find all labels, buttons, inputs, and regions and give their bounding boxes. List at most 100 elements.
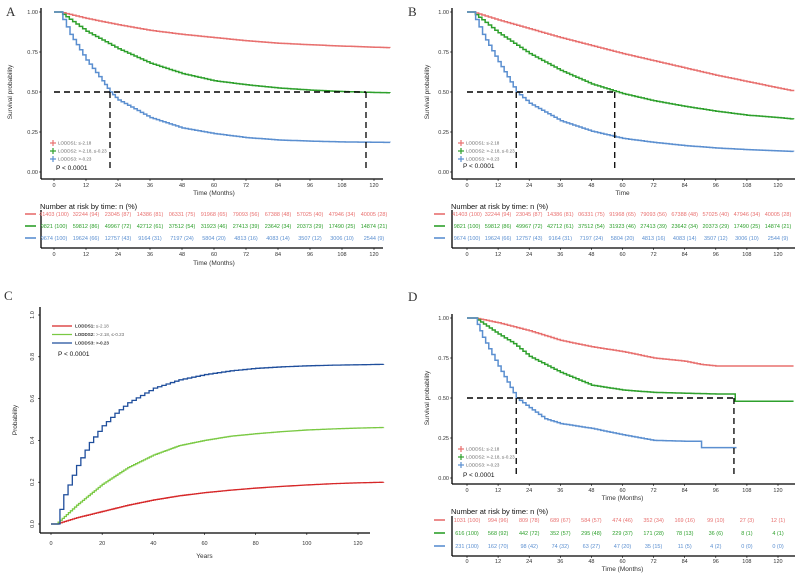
panel-d-risk-cell: 568 (92) <box>488 531 509 537</box>
panel-d-ytick-label: 0.50 <box>438 396 449 402</box>
panel-a-legend-label: LODDS3: >-0.23 <box>58 157 92 162</box>
panel-c-ytick-label: 0.0 <box>30 520 36 528</box>
panel-b-xtick-label: 96 <box>713 183 719 189</box>
panel-d-risk-cell: 0 (0) <box>772 544 783 550</box>
panel-d-xtick-label: 72 <box>651 488 657 494</box>
panel-b-risk-cell: 3006 (10) <box>735 236 759 242</box>
panel-c-series-lodds1 <box>51 481 385 525</box>
panel-a-legend-label: LODDS2: >-2.18, ≤-0.23 <box>58 149 107 154</box>
panel-c-letter: C <box>4 288 13 303</box>
panel-c-xtick-label: 100 <box>302 541 311 547</box>
panel-c-xtick-label: 40 <box>150 541 156 547</box>
panel-a-risk-cell: 27413 (39) <box>233 224 260 230</box>
panel-d-risk-xtick-label: 24 <box>526 559 532 565</box>
panel-b-xtick-label: 12 <box>495 183 501 189</box>
panel-b-risk-cell: 19624 (66) <box>485 236 512 242</box>
panel-a-risk-cell: 4083 (14) <box>266 236 290 242</box>
panel-d-risk-xtick-label: 96 <box>713 559 719 565</box>
panel-a-ytick-label: 0.25 <box>27 130 38 136</box>
panel-a-risk-cell: 3006 (10) <box>330 236 354 242</box>
panel-a-ytick-label: 0.50 <box>27 90 38 96</box>
panel-d-xtick-label: 60 <box>619 488 625 494</box>
panel-b-letter: B <box>408 4 417 19</box>
panel-c-ytick-label: 0.4 <box>30 437 36 445</box>
panel-a-pvalue: P < 0.0001 <box>56 165 88 172</box>
panel-c-xtick-label: 120 <box>353 541 362 547</box>
panel-d-risk-xtick-label: 84 <box>682 559 688 565</box>
panel-d-series-lodds2 <box>467 317 794 402</box>
panel-a-risk-cell: 59812 (86) <box>73 224 100 230</box>
panel-b-xtick-label: 36 <box>557 183 563 189</box>
panel-b-risk-xtick-label: 0 <box>465 252 468 258</box>
panel-b-risk-cell: 31923 (46) <box>609 224 636 230</box>
panel-a-risk-xtick-label: 0 <box>52 252 55 258</box>
panel-d-risk-xtick-label: 72 <box>651 559 657 565</box>
panel-c-xtick-label: 80 <box>253 541 259 547</box>
panel-a-ytick-label: 1.00 <box>27 10 38 16</box>
panel-c-x-axis-label: Years <box>196 553 213 560</box>
panel-d-risk-cell: 295 (48) <box>581 531 602 537</box>
panel-c-legend-label-range: ≤-2.18 <box>95 324 109 329</box>
panel-a-risk-cell: 9164 (31) <box>138 236 162 242</box>
panel-b-risk-cell: 7197 (24) <box>580 236 604 242</box>
panel-a-risk-cell: 40005 (28) <box>361 212 388 218</box>
panel-b-risk-xtick-label: 84 <box>682 252 688 258</box>
panel-b-risk-xtick-label: 60 <box>619 252 625 258</box>
panel-a-risk-xtick-label: 48 <box>179 252 185 258</box>
panel-d-ytick-label: 0.00 <box>438 476 449 482</box>
panel-b-xtick-label: 84 <box>682 183 688 189</box>
panel-b-series-lodds2 <box>467 11 795 120</box>
panel-b-xtick-label: 108 <box>742 183 751 189</box>
panel-b-risk-xtick-label: 108 <box>742 252 751 258</box>
panel-b-risk-cell: 47946 (34) <box>734 212 761 218</box>
panel-a-risk-cell: 2544 (9) <box>364 236 385 242</box>
panel-a-xtick-label: 96 <box>307 183 313 189</box>
panel-c-pvalue: P < 0.0001 <box>58 351 90 358</box>
panel-b-risk-cell: 27413 (39) <box>640 224 667 230</box>
panel-d-risk-xtick-label: 36 <box>557 559 563 565</box>
panel-d-xtick-label: 108 <box>742 488 751 494</box>
panel-b-risk-cell: 3507 (12) <box>704 236 728 242</box>
panel-b-risk-cell: 91968 (65) <box>609 212 636 218</box>
panel-c-legend-label-name: LODDS3: <box>75 341 95 346</box>
panel-b-x-axis-label: Time <box>615 190 630 197</box>
panel-d-risk-cell: 616 (100) <box>455 531 479 537</box>
panel-a-risk-cell: 23642 (34) <box>265 224 292 230</box>
panel-c-xtick-label: 20 <box>99 541 105 547</box>
panel-a-xtick-label: 60 <box>211 183 217 189</box>
panel-d-risk-cell: 994 (96) <box>488 518 509 524</box>
panel-a-risk-cell: 9674 (100) <box>41 236 68 242</box>
panel-a-risk-cell: 7197 (24) <box>170 236 194 242</box>
panel-a-xtick-label: 36 <box>147 183 153 189</box>
panel-a-risk-xtick-label: 12 <box>83 252 89 258</box>
panel-b-series-lodds1 <box>467 11 795 92</box>
panel-d-risk-xtick-label: 108 <box>742 559 751 565</box>
panel-a-y-axis-label: Survival probability <box>7 64 14 119</box>
panel-d-risk-cell: 27 (3) <box>740 518 755 524</box>
panel-d-risk-cell: 352 (57) <box>550 531 571 537</box>
panel-b-risk-cell: 23642 (34) <box>671 224 698 230</box>
panel-a-risk-cell: 4813 (16) <box>234 236 258 242</box>
panel-d-y-axis-label: Survival probability <box>424 370 431 425</box>
panel-d-risk-xtick-label: 60 <box>619 559 625 565</box>
panel-b-risk-xtick-label: 12 <box>495 252 501 258</box>
panel-d-risk-cell: 4 (1) <box>772 531 783 537</box>
panel-d-risk-cell: 442 (72) <box>519 531 540 537</box>
panel-d-risk-cell: 231 (100) <box>455 544 479 550</box>
panel-d-risk-x-axis-label: Time (Months) <box>602 566 644 573</box>
panel-b-risk-cell: 12757 (43) <box>516 236 543 242</box>
panel-c-series-lodds3 <box>51 363 385 525</box>
panel-a-risk-cell: 19624 (66) <box>73 236 100 242</box>
panel-b-risk-cell: 17490 (25) <box>734 224 761 230</box>
panel-a-xtick-label: 108 <box>337 183 346 189</box>
panel-b-risk-cell: 14874 (21) <box>765 224 792 230</box>
panel-c-ytick-label: 0.2 <box>30 478 36 486</box>
panel-d-risk-cell: 584 (57) <box>581 518 602 524</box>
panel-a-xtick-label: 12 <box>83 183 89 189</box>
panel-c-legend-label-name: LODDS2: <box>75 332 95 337</box>
panel-d-risk-cell: 36 (6) <box>709 531 724 537</box>
panel-a-risk-cell: 37512 (54) <box>169 224 196 230</box>
panel-d-series-lodds1 <box>467 317 794 367</box>
panel-d-risk-cell: 352 (34) <box>643 518 664 524</box>
panel-b-risk-cell: 37512 (54) <box>578 224 605 230</box>
